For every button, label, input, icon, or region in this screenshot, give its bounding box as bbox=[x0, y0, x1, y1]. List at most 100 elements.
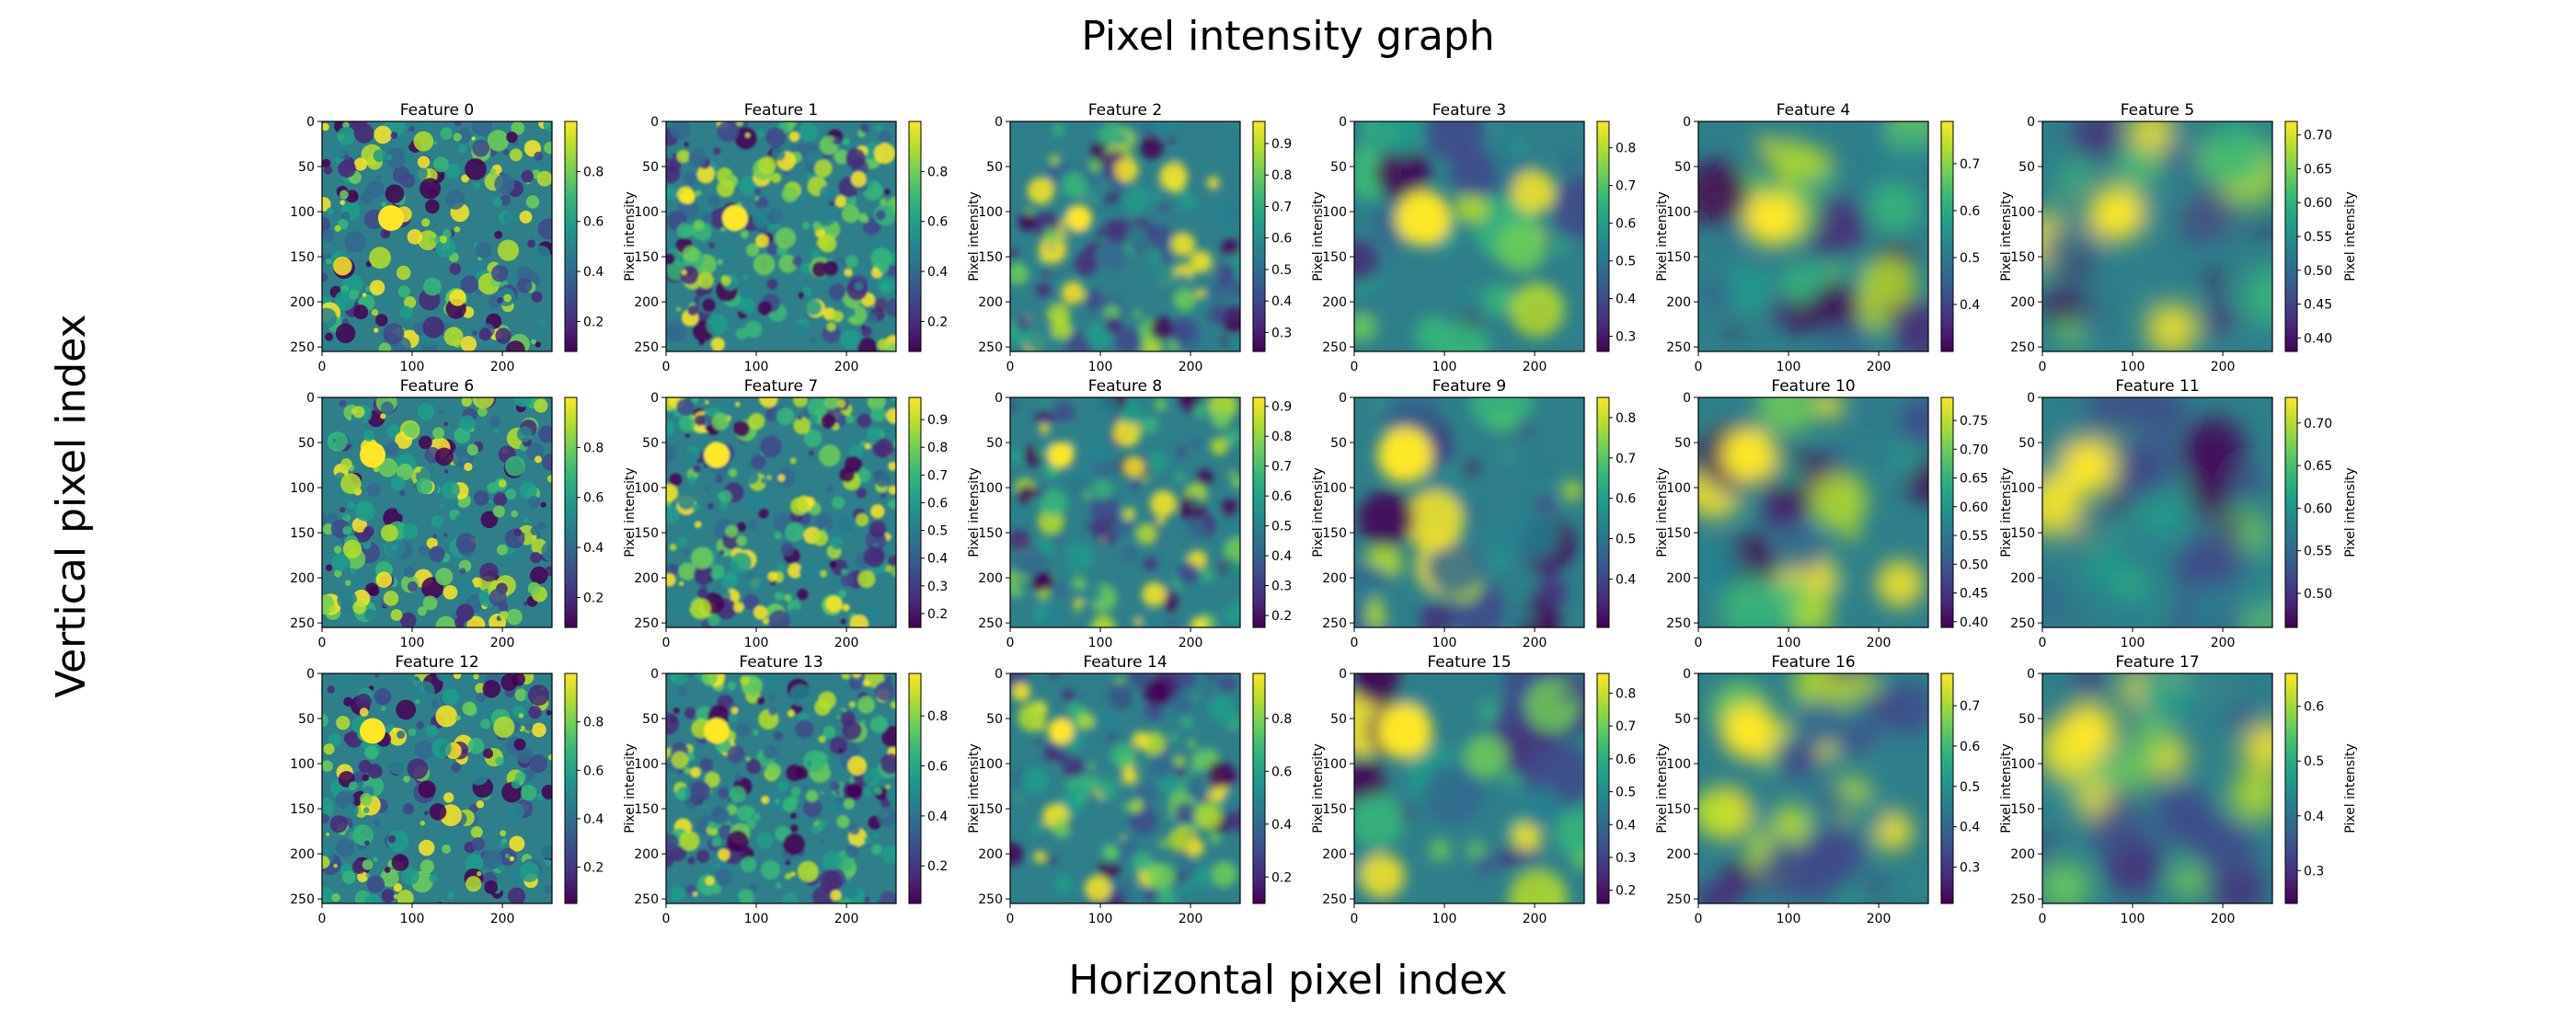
colorbar-tick-label: 0.7 bbox=[1616, 452, 1636, 466]
colorbar-label: Pixel intensity bbox=[623, 467, 638, 558]
colorbar-tick-label: 0.8 bbox=[583, 165, 604, 179]
x-tick-label: 0 bbox=[1351, 912, 1359, 926]
plot-frame bbox=[1697, 397, 1929, 628]
colorbar-tick-label: 0.8 bbox=[583, 716, 604, 730]
y-tick-label: 250 bbox=[290, 616, 315, 631]
x-tick-label: 0 bbox=[1006, 636, 1015, 650]
x-tick-label: 100 bbox=[744, 636, 769, 650]
colorbar-tick-label: 0.6 bbox=[1616, 217, 1636, 232]
colorbar-label: Pixel intensity bbox=[623, 743, 638, 834]
heatmap-image bbox=[1354, 397, 1584, 627]
colorbar-tick-label: 0.2 bbox=[583, 315, 604, 329]
colorbar-tick-label: 0.5 bbox=[1616, 255, 1636, 270]
colorbar-tick-label: 0.55 bbox=[2304, 545, 2332, 559]
plot-frame bbox=[2041, 673, 2273, 904]
y-tick-label: 100 bbox=[634, 205, 659, 220]
x-tick-label: 100 bbox=[1777, 360, 1801, 374]
x-tick-label: 0 bbox=[2039, 636, 2047, 650]
panel-title: Feature 2 bbox=[1088, 101, 1162, 120]
colorbar-tick-label: 0.9 bbox=[1271, 400, 1292, 415]
y-tick-label: 100 bbox=[2010, 481, 2035, 496]
heatmap-image bbox=[322, 121, 552, 351]
panel-title: Feature 12 bbox=[395, 653, 478, 672]
y-tick-label: 50 bbox=[2018, 436, 2035, 451]
y-tick-label: 150 bbox=[978, 250, 1003, 265]
y-tick-label: 150 bbox=[634, 526, 659, 541]
x-tick-label: 0 bbox=[1351, 636, 1359, 650]
y-tick-label: 250 bbox=[1322, 340, 1347, 355]
heatmap-panel: Feature 5 0 50 100 150 200 250 0 100 200 0.40 0.45 0… bbox=[2010, 101, 2358, 374]
x-tick-label: 0 bbox=[318, 912, 327, 926]
colorbar-tick-label: 0.2 bbox=[1271, 870, 1292, 885]
colorbar-tick-label: 0.5 bbox=[1616, 533, 1636, 547]
heatmap-image bbox=[666, 397, 896, 627]
colorbar-tick-label: 0.2 bbox=[1271, 609, 1292, 624]
colorbar-label: Pixel intensity bbox=[1655, 467, 1670, 558]
plot-frame bbox=[2041, 397, 2273, 628]
y-tick-label: 200 bbox=[634, 295, 659, 310]
y-tick-label: 250 bbox=[2010, 892, 2035, 907]
colorbar-tick-label: 0.5 bbox=[2304, 754, 2324, 769]
y-tick-label: 50 bbox=[642, 436, 659, 451]
x-tick-label: 0 bbox=[1695, 912, 1703, 926]
x-tick-label: 100 bbox=[400, 912, 425, 926]
heatmap-image bbox=[666, 673, 896, 903]
plot-frame bbox=[1353, 673, 1585, 904]
y-tick-label: 250 bbox=[634, 340, 659, 355]
y-tick-label: 0 bbox=[1339, 667, 1347, 682]
y-tick-label: 100 bbox=[1322, 205, 1347, 220]
colorbar-tick-label: 0.4 bbox=[583, 265, 604, 280]
heatmap-panel: Feature 15 0 50 100 150 200 250 0 100 200 0.2 0.3 0.… bbox=[1322, 653, 1670, 926]
colorbar-tick-label: 0.3 bbox=[1271, 580, 1292, 594]
y-tick-label: 250 bbox=[2010, 616, 2035, 631]
y-tick-label: 0 bbox=[650, 391, 659, 406]
colorbar-label: Pixel intensity bbox=[623, 191, 638, 282]
panel-title: Feature 6 bbox=[400, 377, 474, 396]
x-tick-label: 0 bbox=[1351, 360, 1359, 374]
y-tick-label: 150 bbox=[978, 802, 1003, 817]
heatmap-image bbox=[1698, 397, 1928, 627]
y-tick-label: 0 bbox=[1683, 391, 1691, 406]
colorbar-tick-label: 0.2 bbox=[927, 607, 948, 622]
colorbar-tick-label: 0.8 bbox=[1271, 168, 1292, 183]
panel-title: Feature 17 bbox=[2115, 653, 2199, 672]
x-tick-label: 0 bbox=[2039, 912, 2047, 926]
y-tick-label: 50 bbox=[986, 436, 1003, 451]
y-tick-label: 100 bbox=[978, 481, 1003, 496]
colorbar-tick-label: 0.60 bbox=[2304, 196, 2332, 211]
y-tick-label: 0 bbox=[995, 391, 1003, 406]
colorbar-tick-label: 0.8 bbox=[1271, 430, 1292, 444]
colorbar-tick-label: 0.4 bbox=[927, 552, 948, 567]
y-tick-label: 100 bbox=[2010, 205, 2035, 220]
colorbar-tick-label: 0.8 bbox=[927, 709, 948, 724]
heatmap-panel: Feature 9 0 50 100 150 200 250 0 100 200 0.4 0.5 0.6… bbox=[1322, 377, 1670, 650]
colorbar-tick-label: 0.5 bbox=[1271, 263, 1292, 278]
x-tick-label: 100 bbox=[2121, 360, 2145, 374]
y-tick-label: 200 bbox=[1322, 295, 1347, 310]
x-tick-label: 200 bbox=[834, 360, 859, 374]
y-tick-label: 250 bbox=[1666, 892, 1691, 907]
plot-frame bbox=[665, 397, 897, 628]
x-tick-label: 200 bbox=[1867, 636, 1892, 650]
y-tick-label: 250 bbox=[1666, 616, 1691, 631]
y-tick-label: 150 bbox=[1666, 250, 1691, 265]
colorbar-label: Pixel intensity bbox=[1999, 191, 2014, 282]
colorbar-tick-label: 0.2 bbox=[583, 861, 604, 876]
y-tick-label: 250 bbox=[1322, 892, 1347, 907]
colorbar-tick-label: 0.50 bbox=[2304, 587, 2332, 602]
panel-title: Feature 11 bbox=[2115, 377, 2199, 396]
colorbar-tick-label: 0.4 bbox=[1960, 821, 1980, 835]
colorbar-label: Pixel intensity bbox=[967, 467, 982, 558]
colorbar-tick-label: 0.7 bbox=[1271, 460, 1292, 475]
heatmap-image bbox=[322, 673, 552, 903]
x-tick-label: 0 bbox=[318, 360, 327, 374]
colorbar-tick-label: 0.7 bbox=[1960, 699, 1980, 714]
x-tick-label: 200 bbox=[490, 912, 515, 926]
x-tick-label: 100 bbox=[1777, 636, 1801, 650]
colorbar-tick-label: 0.6 bbox=[1271, 489, 1292, 504]
y-axis-label: Vertical pixel index bbox=[48, 314, 95, 697]
